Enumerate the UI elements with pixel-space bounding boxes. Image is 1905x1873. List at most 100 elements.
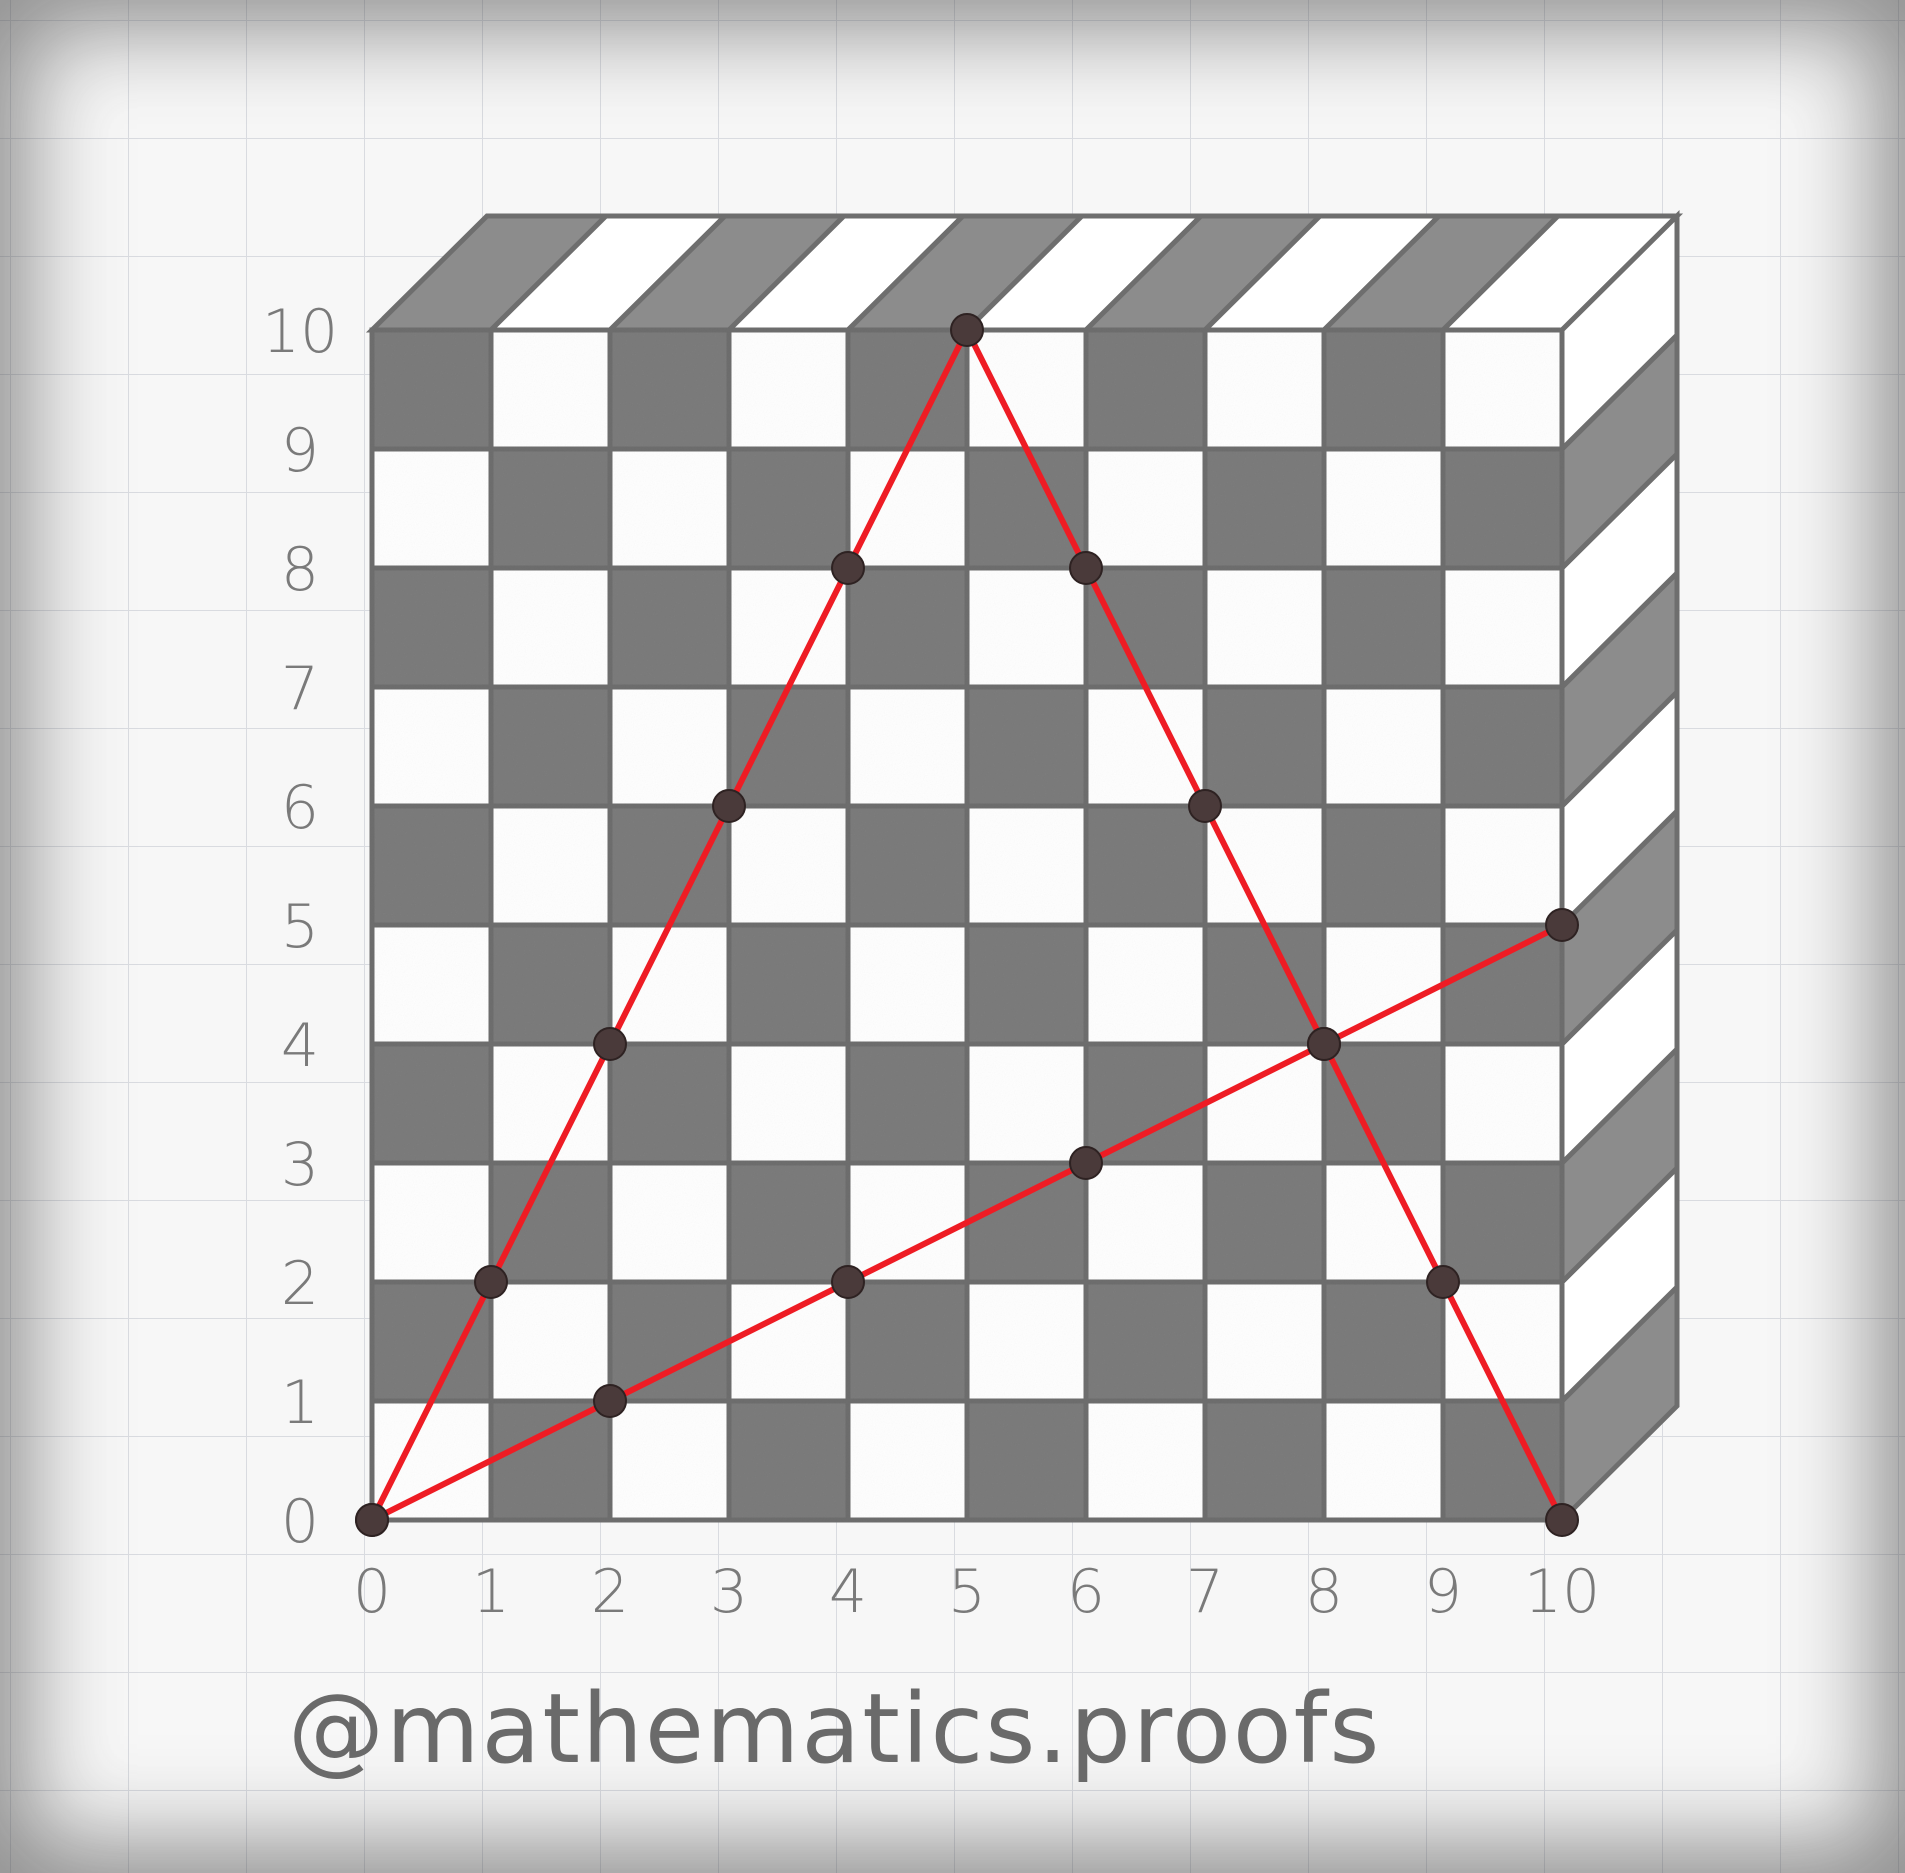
light-square — [488, 1279, 613, 1404]
light-square — [1083, 684, 1208, 809]
dark-square — [369, 803, 494, 928]
y-axis-ticks: 0 1 2 3 4 5 6 7 8 9 10 — [262, 297, 338, 1557]
light-square — [1321, 922, 1446, 1047]
dark-square — [1440, 922, 1565, 1047]
light-square — [1440, 1041, 1565, 1166]
dark-square — [1202, 1160, 1327, 1285]
light-square — [1202, 1279, 1327, 1404]
dark-square — [845, 327, 970, 452]
dark-square — [1083, 1041, 1208, 1166]
series-2-point — [1069, 1146, 1103, 1180]
dark-square — [1321, 327, 1446, 452]
light-square — [1440, 565, 1565, 690]
dark-square — [964, 1398, 1089, 1523]
dark-square — [964, 684, 1089, 809]
dark-square — [845, 1279, 970, 1404]
light-square — [1321, 1398, 1446, 1523]
light-square — [1440, 327, 1565, 452]
block-top-face — [365, 213, 1684, 333]
light-square — [1321, 446, 1446, 571]
light-square — [845, 446, 970, 571]
light-square — [964, 803, 1089, 928]
light-square — [845, 684, 970, 809]
series-1-point — [593, 1027, 627, 1061]
series-1-point — [1188, 789, 1222, 823]
series-1-point — [712, 789, 746, 823]
dark-square — [726, 1398, 851, 1523]
light-square — [964, 1279, 1089, 1404]
light-square — [1321, 684, 1446, 809]
series-2-point — [355, 1503, 389, 1537]
light-square — [1083, 446, 1208, 571]
dark-square — [1321, 803, 1446, 928]
light-square — [607, 1398, 732, 1523]
x-tick-label: 1 — [472, 1557, 510, 1627]
x-tick-label: 7 — [1186, 1557, 1224, 1627]
x-tick-label: 3 — [710, 1557, 748, 1627]
series-1-point — [474, 1265, 508, 1299]
light-square — [488, 565, 613, 690]
light-square — [488, 327, 613, 452]
dark-square — [1202, 1398, 1327, 1523]
dark-square — [1083, 803, 1208, 928]
dark-square — [607, 803, 732, 928]
dark-square — [369, 1041, 494, 1166]
series-1-point — [1426, 1265, 1460, 1299]
y-tick-label: 3 — [281, 1130, 319, 1200]
series-1-point — [831, 551, 865, 585]
y-tick-label: 2 — [281, 1249, 319, 1319]
dark-square — [1202, 684, 1327, 809]
light-square — [1202, 803, 1327, 928]
series-line-2 — [369, 922, 1565, 1523]
dark-square — [1440, 684, 1565, 809]
light-square — [1202, 565, 1327, 690]
dark-square — [607, 565, 732, 690]
block-front-face — [369, 327, 1565, 1523]
series-2-point — [1307, 1027, 1341, 1061]
dark-square — [1202, 922, 1327, 1047]
light-square — [369, 922, 494, 1047]
dark-square — [964, 922, 1089, 1047]
dark-square — [1321, 565, 1446, 690]
dark-square — [726, 684, 851, 809]
dark-square — [964, 1160, 1089, 1285]
y-tick-label: 7 — [281, 654, 319, 724]
dark-square — [726, 1160, 851, 1285]
dark-square — [488, 446, 613, 571]
dark-square — [726, 446, 851, 571]
light-square — [1321, 1160, 1446, 1285]
x-tick-label: 6 — [1067, 1557, 1105, 1627]
light-square — [726, 803, 851, 928]
dark-square — [369, 1279, 494, 1404]
series-2-point — [831, 1265, 865, 1299]
x-tick-label: 4 — [829, 1557, 867, 1627]
dark-square — [488, 1160, 613, 1285]
light-square — [845, 1398, 970, 1523]
dark-square — [1321, 1279, 1446, 1404]
y-tick-label: 9 — [281, 416, 319, 486]
dark-square — [488, 684, 613, 809]
dark-square — [369, 327, 494, 452]
light-square — [369, 446, 494, 571]
light-square — [726, 1041, 851, 1166]
light-square — [607, 446, 732, 571]
series-2-point — [1545, 908, 1579, 942]
series-1-point — [1069, 551, 1103, 585]
light-square — [607, 922, 732, 1047]
light-square — [1083, 1398, 1208, 1523]
light-square — [964, 327, 1089, 452]
y-tick-label: 6 — [281, 773, 319, 843]
dark-square — [1202, 446, 1327, 571]
y-tick-label: 10 — [262, 297, 338, 367]
x-axis-ticks: 0 1 2 3 4 5 6 7 8 9 10 — [353, 1557, 1600, 1627]
light-square — [726, 327, 851, 452]
dark-square — [607, 327, 732, 452]
light-square — [964, 565, 1089, 690]
dark-square — [845, 565, 970, 690]
x-tick-label: 8 — [1305, 1557, 1343, 1627]
light-square — [845, 922, 970, 1047]
block-side-face — [1559, 210, 1680, 1526]
dark-square — [1440, 1160, 1565, 1285]
marked-points — [355, 313, 1579, 1537]
light-square — [607, 684, 732, 809]
